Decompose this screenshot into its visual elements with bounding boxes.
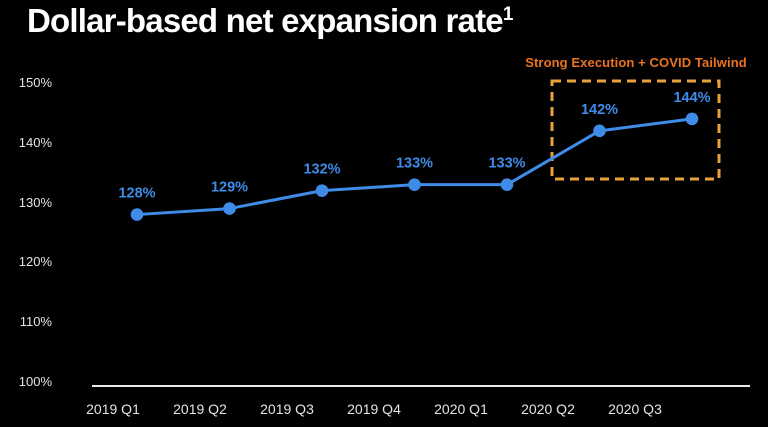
- y-axis-tick-label: 110%: [19, 314, 52, 330]
- y-axis-tick-label: 150%: [18, 75, 52, 90]
- data-point-value-label: 132%: [303, 162, 340, 178]
- annotation-label: Strong Execution + COVID Tailwind: [525, 55, 747, 70]
- data-point-value-label: 133%: [396, 156, 433, 172]
- data-point: [223, 202, 236, 215]
- y-axis-tick-label: 130%: [18, 194, 52, 210]
- data-point-value-label: 144%: [673, 90, 710, 106]
- data-point: [130, 208, 144, 221]
- data-point-value-label: 142%: [581, 102, 618, 118]
- title-text: Dollar-based net expansion rate: [27, 2, 504, 39]
- page-title: Dollar-based net expansion rate1: [27, 2, 513, 40]
- x-axis-tick-label: 2019 Q3: [260, 401, 314, 417]
- data-point: [408, 178, 421, 191]
- x-axis-tick-label: 2020 Q1: [434, 401, 488, 417]
- y-axis-tick-label: 120%: [18, 254, 52, 270]
- data-point-value-label: 129%: [211, 180, 248, 196]
- data-point: [593, 124, 606, 138]
- data-point-value-label: 133%: [488, 156, 525, 172]
- x-axis-tick-label: 2020 Q2: [521, 401, 575, 417]
- y-axis-tick-label: 100%: [18, 374, 52, 389]
- data-points: [130, 112, 699, 221]
- data-point: [685, 112, 699, 126]
- highlight-box: [550, 79, 721, 181]
- data-point-value-label: 128%: [118, 186, 155, 202]
- data-point: [500, 178, 514, 191]
- x-axis-tick-label: 2020 Q3: [608, 401, 662, 417]
- x-axis-tick-label: 2019 Q1: [86, 401, 140, 417]
- title-footnote-marker: 1: [502, 4, 514, 25]
- data-point: [315, 184, 329, 197]
- x-axis-tick-label: 2019 Q4: [347, 401, 401, 417]
- y-axis-tick-label: 140%: [18, 134, 52, 150]
- data-point-labels: 128% 129% 132% 133% 133% 142% 144%: [118, 90, 710, 202]
- x-axis-tick-label: 2019 Q2: [173, 401, 227, 417]
